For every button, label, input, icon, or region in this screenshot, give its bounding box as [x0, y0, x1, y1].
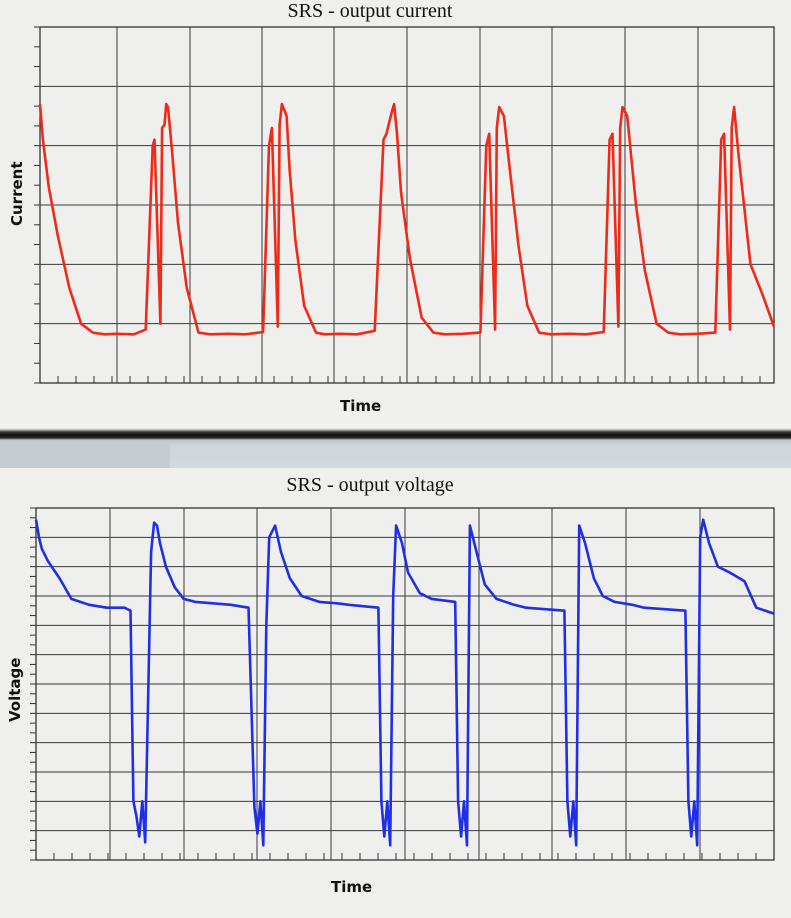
voltage-plot-area	[30, 507, 775, 861]
current-plot-area	[34, 26, 776, 384]
series-line	[38, 102, 776, 336]
chart-title: SRS - output voltage	[286, 474, 454, 496]
series-line	[34, 518, 775, 847]
divider-tab	[0, 444, 170, 468]
x-axis-label: Time	[340, 397, 382, 415]
voltage-chart-panel: SRS - output voltage Voltage Time	[0, 468, 791, 918]
current-chart-panel: SRS - output current Current Time	[0, 0, 791, 424]
y-axis-label: Voltage	[6, 657, 24, 722]
chart-title: SRS - output current	[287, 0, 453, 22]
x-axis-label: Time	[331, 878, 373, 896]
y-axis-label: Current	[8, 161, 26, 226]
